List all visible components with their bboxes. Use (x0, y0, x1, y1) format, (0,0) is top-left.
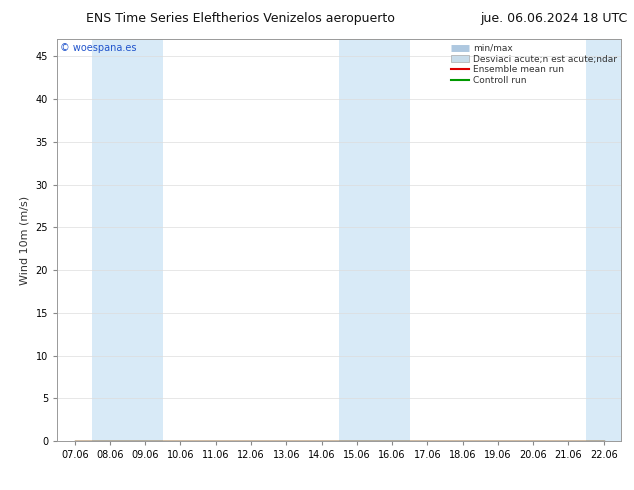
Bar (375, 39, 410, 441)
Legend: min/max, Desviaci acute;n est acute;ndar, Ensemble mean run, Controll run: min/max, Desviaci acute;n est acute;ndar… (451, 44, 617, 85)
Text: ENS Time Series Eleftherios Venizelos aeropuerto: ENS Time Series Eleftherios Venizelos ae… (86, 12, 396, 25)
Y-axis label: Wind 10m (m/s): Wind 10m (m/s) (20, 196, 30, 285)
Bar (127, 39, 163, 441)
Bar (586, 39, 621, 441)
Text: © woespana.es: © woespana.es (60, 43, 136, 53)
Bar (339, 39, 375, 441)
Bar (93, 39, 127, 441)
Text: jue. 06.06.2024 18 UTC: jue. 06.06.2024 18 UTC (481, 12, 628, 25)
